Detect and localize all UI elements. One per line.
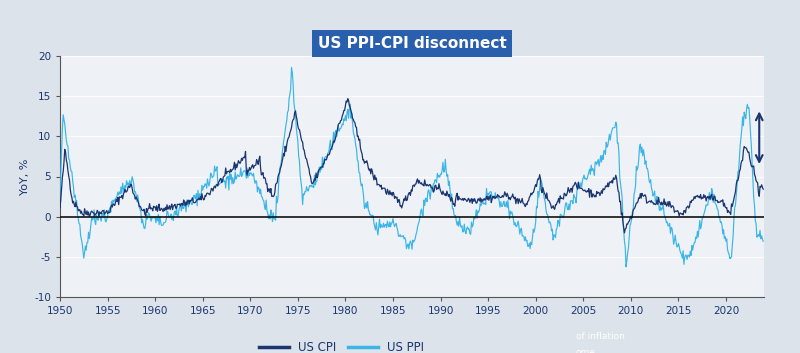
Text: of inflation: of inflation <box>576 333 625 341</box>
Y-axis label: YoY, %: YoY, % <box>20 158 30 195</box>
Title: US PPI-CPI disconnect: US PPI-CPI disconnect <box>318 36 506 51</box>
Text: ome: ome <box>576 348 596 353</box>
Legend: US CPI, US PPI: US CPI, US PPI <box>254 336 429 353</box>
